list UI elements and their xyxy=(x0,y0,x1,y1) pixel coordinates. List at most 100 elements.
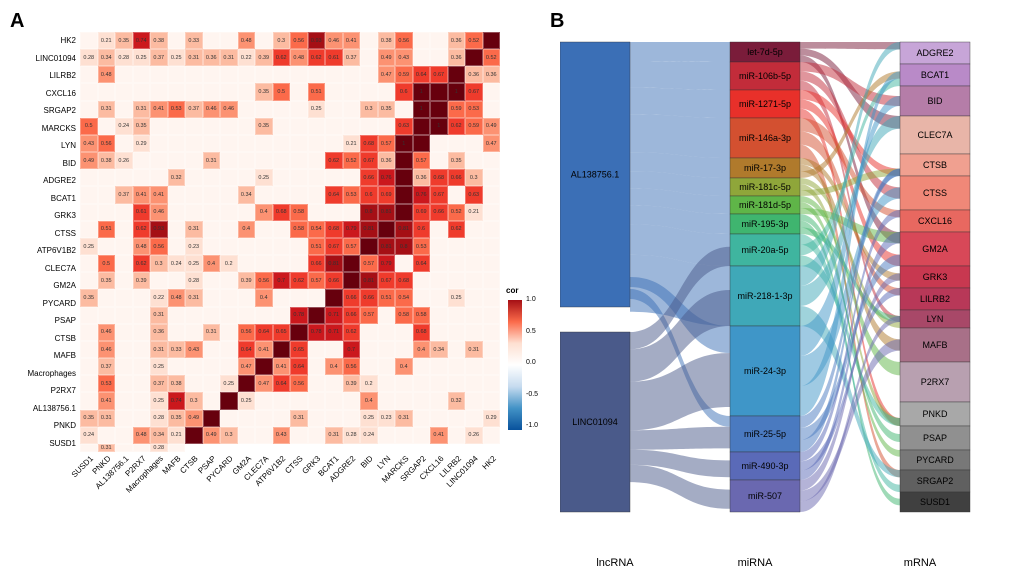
svg-text:CLEC7A: CLEC7A xyxy=(917,130,952,140)
heatmap-cell xyxy=(290,152,308,169)
svg-text:LINC01094: LINC01094 xyxy=(572,417,618,427)
heatmap-row-label: HK2 xyxy=(10,32,78,50)
heatmap-cell: 0.4 xyxy=(413,341,431,358)
sankey-node: LINC01094 xyxy=(560,332,630,512)
heatmap-cell xyxy=(308,169,326,186)
heatmap-cell xyxy=(273,118,291,135)
heatmap-cell xyxy=(115,289,133,306)
heatmap-cell: 0.79 xyxy=(378,255,396,272)
svg-text:let-7d-5p: let-7d-5p xyxy=(747,47,783,57)
heatmap-cell xyxy=(290,169,308,186)
heatmap-cell: 0.31 xyxy=(220,49,238,66)
heatmap-cell: 0.31 xyxy=(465,341,483,358)
heatmap-cell xyxy=(483,392,501,409)
heatmap-cell: 0.22 xyxy=(150,289,168,306)
heatmap-cell: 0.64 xyxy=(290,358,308,375)
heatmap-cell: 0.49 xyxy=(203,427,221,444)
heatmap-cell: 0.43 xyxy=(395,49,413,66)
heatmap-cell: 0.46 xyxy=(325,32,343,49)
heatmap-cell xyxy=(150,152,168,169)
heatmap-cell xyxy=(115,307,133,324)
heatmap-cell xyxy=(483,204,501,221)
heatmap-cell: 0.29 xyxy=(483,410,501,427)
heatmap-cell xyxy=(290,66,308,83)
heatmap-row-label: PSAP xyxy=(10,312,78,330)
heatmap-cell: 0.69 xyxy=(413,204,431,221)
heatmap-cell: 0.39 xyxy=(133,272,151,289)
svg-text:miR-181c-5p: miR-181c-5p xyxy=(739,182,791,192)
heatmap-cell: 0.25 xyxy=(80,238,98,255)
heatmap-cell xyxy=(308,66,326,83)
heatmap-cell: 0.26 xyxy=(115,152,133,169)
svg-text:LILRB2: LILRB2 xyxy=(920,294,950,304)
heatmap-cell xyxy=(273,255,291,272)
panel-a-label: A xyxy=(10,10,24,33)
heatmap-cell xyxy=(238,410,256,427)
sankey-svg: AL138756.1LINC01094let-7d-5pmiR-106b-5pm… xyxy=(560,32,1000,527)
heatmap-cell xyxy=(273,392,291,409)
heatmap-cell xyxy=(238,289,256,306)
heatmap-cell xyxy=(168,324,186,341)
sankey-link xyxy=(800,42,900,49)
heatmap-cell xyxy=(80,221,98,238)
heatmap-cell xyxy=(80,204,98,221)
heatmap-cell: 0.58 xyxy=(290,204,308,221)
heatmap-cell xyxy=(185,66,203,83)
heatmap-cell xyxy=(448,341,466,358)
heatmap-cell: 0.52 xyxy=(483,49,501,66)
heatmap-cell: 0.81 xyxy=(378,204,396,221)
heatmap-cell: 0.46 xyxy=(98,341,116,358)
heatmap-cell: 0.8 xyxy=(395,238,413,255)
heatmap: 0.210.350.740.380.330.480.30.560.930.460… xyxy=(80,32,500,452)
heatmap-cell xyxy=(290,392,308,409)
sankey-link xyxy=(630,61,730,90)
heatmap-cell xyxy=(80,272,98,289)
heatmap-cell: 0.43 xyxy=(273,427,291,444)
heatmap-cell xyxy=(115,410,133,427)
heatmap-cell: 0.49 xyxy=(378,49,396,66)
heatmap-cell: 0.58 xyxy=(395,307,413,324)
heatmap-cell: 0.28 xyxy=(343,427,361,444)
heatmap-cell xyxy=(220,152,238,169)
heatmap-cell xyxy=(150,66,168,83)
svg-text:PSAP: PSAP xyxy=(923,433,947,443)
heatmap-cell xyxy=(483,186,501,203)
heatmap-cell xyxy=(238,375,256,392)
heatmap-cell: 0.6 xyxy=(413,221,431,238)
heatmap-cell xyxy=(308,410,326,427)
heatmap-cell: 0.26 xyxy=(465,427,483,444)
heatmap-cell xyxy=(115,135,133,152)
legend-title: cor xyxy=(506,286,518,295)
legend-tick: 1.0 xyxy=(526,296,536,303)
heatmap-cell xyxy=(395,341,413,358)
heatmap-cell: 0.64 xyxy=(325,186,343,203)
heatmap-cell xyxy=(80,444,98,452)
heatmap-cell xyxy=(430,32,448,49)
heatmap-cell xyxy=(203,238,221,255)
heatmap-cell: 0.48 xyxy=(98,66,116,83)
heatmap-cell: 0.93 xyxy=(308,32,326,49)
heatmap-cell: 0.57 xyxy=(308,272,326,289)
heatmap-cell xyxy=(465,392,483,409)
heatmap-cell: 0.36 xyxy=(448,32,466,49)
heatmap-cell: 0.22 xyxy=(238,49,256,66)
heatmap-cell: 0.31 xyxy=(133,101,151,118)
heatmap-row-label: PYCARD xyxy=(10,295,78,313)
heatmap-cell xyxy=(413,49,431,66)
heatmap-cell xyxy=(238,152,256,169)
heatmap-cell xyxy=(308,135,326,152)
heatmap-cell xyxy=(220,186,238,203)
heatmap-cell xyxy=(220,392,238,409)
heatmap-cell: 0.66 xyxy=(430,204,448,221)
heatmap-cell xyxy=(413,358,431,375)
heatmap-cell xyxy=(448,272,466,289)
heatmap-cell xyxy=(220,238,238,255)
heatmap-row-label: SRGAP2 xyxy=(10,102,78,120)
heatmap-cell: 0.24 xyxy=(168,255,186,272)
heatmap-cell xyxy=(343,204,361,221)
sankey-link xyxy=(630,88,730,118)
heatmap-cell xyxy=(360,83,378,100)
sankey-node: AL138756.1 xyxy=(560,42,630,307)
heatmap-cell xyxy=(255,66,273,83)
heatmap-cell xyxy=(203,410,221,427)
